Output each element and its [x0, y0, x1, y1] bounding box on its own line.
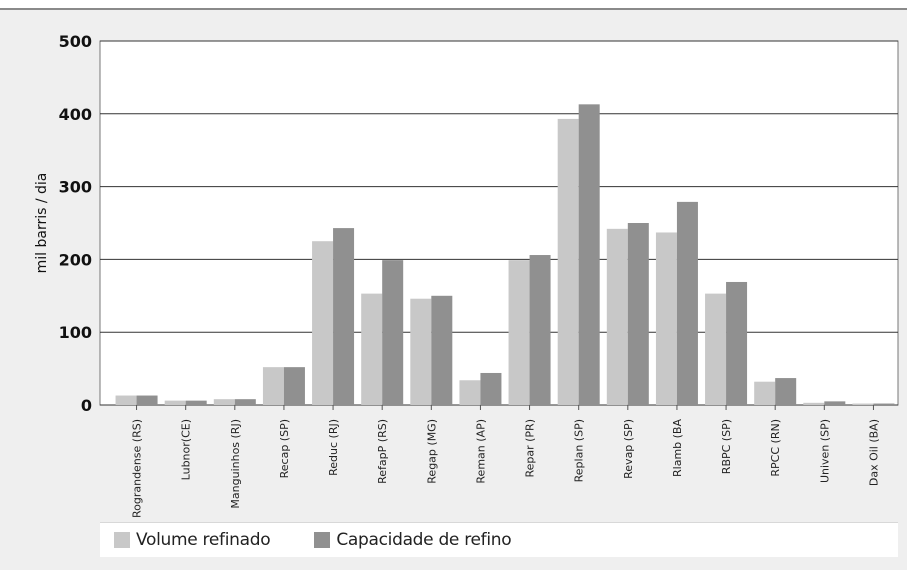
y-tick-label: 300	[59, 178, 92, 197]
bar-volume	[262, 367, 284, 405]
title-strip	[0, 0, 907, 10]
bar-volume	[852, 403, 874, 405]
legend-label-volume: Volume refinado	[136, 530, 271, 550]
bar-volume	[803, 402, 825, 405]
x-tick-label: Reman (AP)	[474, 419, 487, 484]
bar-capacidade	[529, 255, 551, 405]
y-tick-label: 100	[59, 323, 92, 342]
plot-area	[99, 40, 899, 406]
bar-capacidade	[873, 403, 895, 405]
x-tick-label: RPCC (RN)	[769, 419, 782, 477]
x-tick-label: RBPC (SP)	[720, 419, 733, 474]
bar-capacidade	[136, 395, 158, 405]
bar-capacidade	[726, 281, 748, 405]
chart-panel: 0 100 200 300 400 500 mil barris / dia Rogrande…	[0, 10, 907, 570]
bar-capacidade	[627, 223, 649, 405]
bar-capacidade	[775, 378, 797, 405]
x-tick-label: Reduc (RJ)	[327, 419, 340, 476]
y-tick-label: 200	[59, 250, 92, 269]
x-tick-label: Repar (PR)	[524, 419, 537, 478]
bar-volume	[606, 228, 628, 405]
bar-capacidade	[578, 104, 600, 405]
bar-volume	[459, 380, 481, 405]
bar-capacidade	[333, 228, 355, 405]
bar-capacidade	[382, 260, 404, 405]
x-tick-label: Rograndense (RS)	[131, 419, 144, 518]
bar-capacidade	[480, 372, 502, 405]
bar-volume	[115, 395, 137, 405]
bar-volume	[557, 118, 579, 406]
legend-swatch-capacidade	[314, 532, 331, 548]
x-tick-label: Rlamb (BA	[671, 419, 684, 477]
bar-volume	[705, 293, 727, 405]
bar-chart: 0 100 200 300 400 500 mil barris / dia Rogrande…	[34, 32, 899, 518]
bar-capacidade	[283, 367, 305, 405]
bar-volume	[655, 232, 677, 405]
bar-volume	[754, 381, 776, 405]
legend-item-volume: Volume refinado	[114, 530, 271, 550]
bar-volume	[508, 260, 530, 405]
bar-volume	[361, 293, 383, 405]
y-tick-label: 500	[59, 32, 92, 51]
x-tick-label: RefapP (RS)	[376, 419, 389, 484]
bar-volume	[164, 400, 186, 405]
bar-volume	[410, 298, 432, 405]
bar-capacidade	[185, 400, 207, 405]
x-tick-label: Regap (MG)	[425, 419, 438, 484]
y-tick-label: 0	[81, 396, 92, 415]
legend-item-capacidade: Capacidade de refino	[314, 530, 512, 550]
legend: Volume refinado Capacidade de refino	[100, 522, 898, 557]
x-tick-label: Dax Oil (BA)	[867, 419, 880, 486]
legend-swatch-volume	[114, 532, 130, 548]
x-tick-label: Manguinhos (RJ)	[229, 419, 242, 509]
y-tick-label: 400	[59, 105, 92, 124]
x-tick-label: Univen (SP)	[818, 419, 831, 483]
x-tick-label: Lubnor(CE)	[180, 419, 193, 480]
x-tick-label: Recap (SP)	[278, 419, 291, 478]
legend-label-capacidade: Capacidade de refino	[336, 530, 512, 550]
bar-capacidade	[234, 399, 256, 405]
bar-volume	[213, 399, 235, 405]
bar-volume	[312, 241, 334, 405]
bar-capacidade	[676, 201, 698, 405]
bar-capacidade	[431, 295, 453, 405]
y-axis-label: mil barris / dia	[34, 173, 50, 274]
x-tick-label: Revap (SP)	[622, 419, 635, 479]
bar-capacidade	[824, 401, 846, 405]
x-tick-label: Replan (SP)	[573, 419, 586, 482]
